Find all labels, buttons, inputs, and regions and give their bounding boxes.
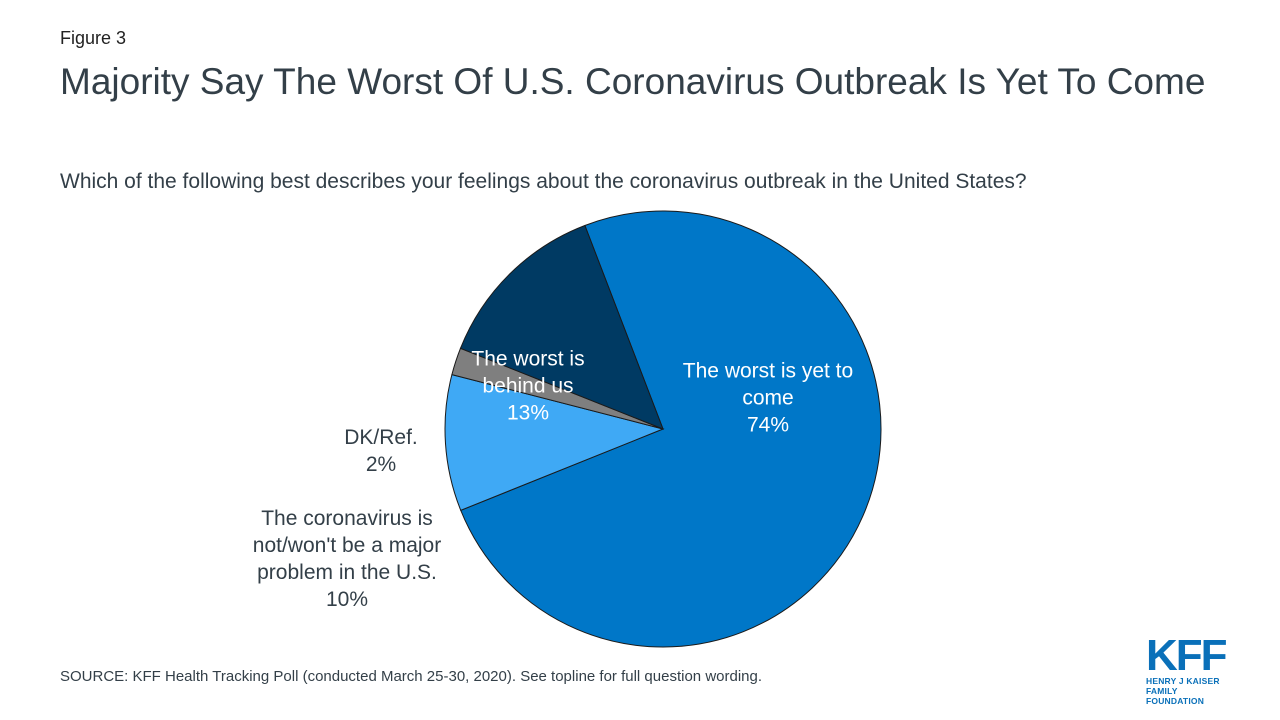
logo-subtitle-line1: HENRY J KAISER: [1146, 676, 1220, 686]
kff-logo: KFF HENRY J KAISER FAMILY FOUNDATION: [1146, 631, 1236, 707]
pie-slice: [459, 224, 664, 430]
slice-label-line: behind us: [482, 374, 574, 398]
slice-label-not-major-problem: The coronavirus is not/won't be a major …: [253, 505, 441, 613]
chart-subtitle: Which of the following best describes yo…: [60, 170, 1027, 193]
slice-label-line: not/won't be a major: [252, 534, 442, 557]
slice-value-label: 2%: [365, 453, 397, 476]
logo-subtitle-line2: FAMILY FOUNDATION: [1146, 686, 1205, 706]
pie-slice: [460, 210, 882, 648]
slice-value-label: 10%: [325, 588, 369, 611]
slice-label-dk-ref: DK/Ref. 2%: [344, 424, 418, 478]
slice-label-behind-us: The worst is behind us 13%: [471, 346, 584, 427]
slice-label-line: DK/Ref.: [344, 426, 418, 449]
slice-value-label: 13%: [506, 401, 550, 425]
chart-title: Majority Say The Worst Of U.S. Coronavir…: [60, 61, 1206, 102]
pie-slice: [444, 373, 665, 511]
slice-label-line: The worst is: [471, 347, 585, 371]
slice-label-yet-to-come: The worst is yet to come 74%: [683, 358, 853, 439]
slice-label-line: problem in the U.S.: [257, 561, 437, 584]
slice-value-label: 74%: [746, 413, 790, 437]
source-note: SOURCE: KFF Health Tracking Poll (conduc…: [60, 668, 763, 685]
slice-label-line: come: [742, 386, 794, 410]
figure-label: Figure 3: [60, 28, 127, 48]
slice-label-line: The worst is yet to: [682, 359, 854, 383]
logo-wordmark: KFF: [1146, 631, 1228, 680]
slice-label-line: The coronavirus is: [261, 507, 433, 530]
